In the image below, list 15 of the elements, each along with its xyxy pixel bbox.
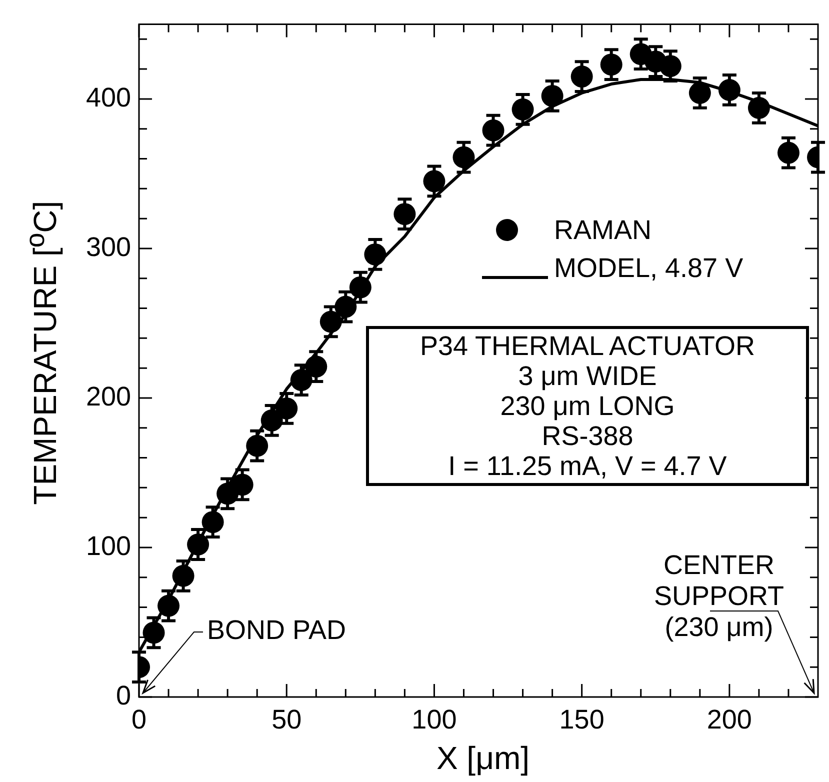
annotation: P34 THERMAL ACTUATOR 3 μm WIDE 230 μm LONG RS-388 I = 11.25 mA, V = 4.7 V: [366, 326, 809, 486]
annotation: CENTER SUPPORT (230 μm): [654, 550, 784, 643]
x-axis-title: X [μm]: [435, 740, 531, 776]
x-tick-label: 50: [272, 704, 302, 735]
legend-label: MODEL, 4.87 V: [554, 252, 744, 283]
annotation: BOND PAD: [207, 615, 346, 646]
y-tick-label: 0: [116, 680, 131, 710]
x-tick-label: 150: [559, 704, 604, 735]
legend-label: RAMAN: [554, 215, 652, 245]
y-tick-label: 200: [86, 381, 131, 412]
x-tick-label: 200: [706, 704, 752, 735]
y-tick-label: 400: [86, 82, 131, 112]
y-tick-label: 300: [86, 232, 131, 262]
y-tick-label: 100: [86, 530, 131, 561]
x-tick-label: 100: [412, 704, 457, 735]
